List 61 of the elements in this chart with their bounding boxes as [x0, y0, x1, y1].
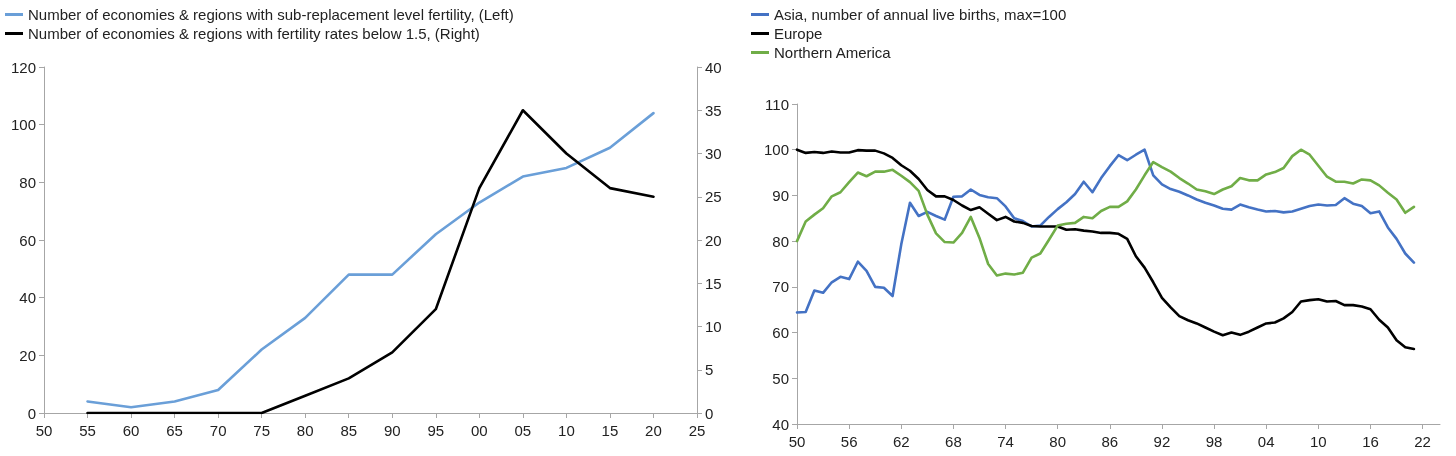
y-tick-label: 80 [19, 173, 36, 191]
x-tick-label: 20 [645, 422, 662, 439]
y-tick-label: 80 [772, 232, 789, 250]
legend-label: Europe [774, 25, 823, 42]
x-tick-label: 74 [997, 433, 1014, 450]
x-tick-label: 65 [166, 422, 183, 439]
y-tick-label: 100 [763, 141, 789, 159]
x-tick-label: 55 [79, 422, 96, 439]
y2-tick-label: 20 [705, 231, 722, 249]
x-tick-label: 15 [601, 422, 619, 439]
legend-label: Northern America [774, 44, 892, 61]
x-tick-label: 04 [1257, 433, 1275, 450]
x-tick-label: 80 [296, 422, 314, 439]
line-series [795, 148, 1416, 314]
x-tick-label: 50 [35, 422, 53, 439]
legend-label: Number of economies & regions with sub-replacement level fertility, (Left) [28, 6, 514, 23]
y2-tick-label: 35 [705, 101, 722, 119]
y-tick-label: 40 [19, 289, 36, 307]
x-tick-label: 70 [209, 422, 227, 439]
y-tick-label: 60 [19, 231, 36, 249]
x-tick-label: 00 [470, 422, 488, 439]
x-tick-label: 25 [688, 422, 706, 439]
line-series [795, 148, 1416, 351]
x-tick-label: 90 [383, 422, 401, 439]
x-tick-label: 85 [340, 422, 358, 439]
y-tick-label: 100 [10, 116, 36, 134]
y2-tick-label: 40 [705, 58, 722, 76]
x-tick-label: 95 [427, 422, 445, 439]
y-tick-label: 70 [772, 278, 789, 296]
y2-tick-label: 15 [705, 274, 722, 292]
x-tick-label: 56 [840, 433, 858, 450]
y-tick-label: 40 [772, 415, 789, 433]
y2-tick-label: 10 [705, 318, 722, 335]
x-tick-label: 80 [1049, 433, 1067, 450]
x-tick-label: 16 [1362, 433, 1379, 450]
x-tick-label: 10 [1310, 433, 1327, 450]
x-tick-label: 22 [1414, 433, 1431, 450]
y-tick-label: 0 [27, 404, 36, 422]
x-tick-label: 98 [1205, 433, 1223, 450]
y-tick-label: 60 [772, 324, 789, 342]
x-tick-label: 62 [892, 433, 910, 450]
x-tick-label: 60 [122, 422, 140, 439]
y2-tick-label: 0 [705, 404, 714, 422]
x-tick-label: 50 [788, 433, 806, 450]
x-tick-label: 68 [945, 433, 962, 450]
y-tick-label: 90 [772, 186, 789, 204]
x-tick-label: 92 [1153, 433, 1171, 450]
y2-tick-label: 30 [705, 145, 722, 162]
y-tick-label: 20 [19, 346, 36, 364]
x-tick-label: 86 [1101, 433, 1119, 450]
line-series [795, 148, 1416, 277]
x-tick-label: 75 [253, 422, 271, 439]
y2-tick-label: 5 [705, 361, 714, 379]
legend-label: Number of economies & regions with fertility rates below 1.5, (Right) [28, 25, 480, 42]
y-tick-label: 110 [765, 95, 789, 113]
y-tick-label: 120 [10, 58, 36, 76]
x-tick-label: 10 [558, 422, 575, 439]
y2-tick-label: 25 [705, 188, 722, 206]
legend-label: Asia, number of annual live births, max=100 [774, 6, 1067, 23]
y-tick-label: 50 [772, 369, 789, 387]
x-tick-label: 05 [514, 422, 532, 439]
